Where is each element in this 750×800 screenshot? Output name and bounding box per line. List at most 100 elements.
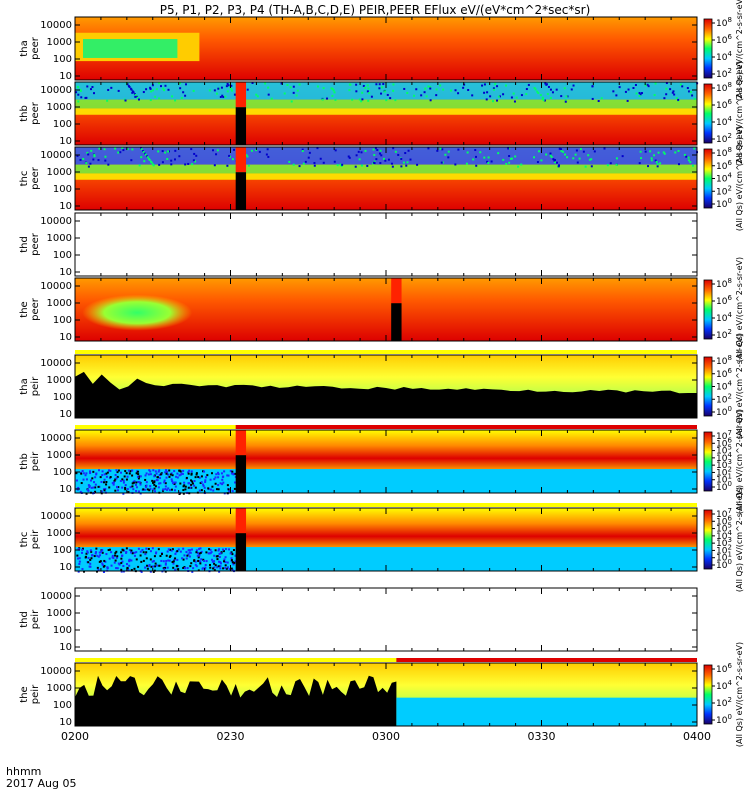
heatmap-speckle: [174, 489, 177, 492]
y-tick-label: 100: [53, 700, 72, 711]
heatmap-speckle: [115, 550, 118, 553]
heatmap-speckle: [219, 552, 222, 555]
colorbar-tick-label: 106: [716, 159, 732, 172]
heatmap-speckle: [546, 93, 549, 96]
panel-label-probe: thc: [19, 532, 30, 548]
heatmap-speckle: [219, 565, 222, 568]
heatmap-speckle: [187, 162, 190, 165]
heatmap-speckle: [126, 83, 129, 86]
heatmap-speckle: [187, 486, 190, 489]
heatmap-speckle: [140, 148, 143, 151]
colorbar-units: (All Qs) eV/(cm^2-s-sr-eV): [735, 642, 744, 747]
heatmap-speckle: [83, 570, 86, 573]
heatmap-speckle: [373, 160, 376, 163]
heatmap-speckle: [152, 560, 155, 563]
panel-label-probe: tha: [19, 378, 30, 394]
heatmap-speckle: [96, 570, 99, 573]
panel-frame: [74, 587, 698, 652]
heatmap-speckle: [691, 164, 694, 167]
heatmap-speckle: [98, 469, 101, 472]
heatmap-speckle: [190, 548, 193, 551]
heatmap-speckle: [215, 488, 218, 491]
heatmap-speckle: [100, 480, 103, 483]
heatmap-speckle: [135, 489, 138, 492]
time-axis-label: hhmm: [6, 765, 41, 778]
heatmap-speckle: [221, 548, 224, 551]
heatmap-speckle: [316, 85, 319, 88]
heatmap-speckle: [145, 485, 148, 488]
heatmap-speckle: [384, 90, 387, 93]
heatmap-speckle: [107, 88, 110, 91]
heatmap-speckle: [169, 473, 172, 476]
heatmap-speckle: [124, 486, 127, 489]
heatmap-speckle: [457, 92, 460, 95]
heatmap-speckle: [440, 161, 443, 164]
heatmap-speckle: [183, 484, 186, 487]
heatmap-speckle: [204, 566, 207, 569]
heatmap-speckle: [168, 475, 171, 478]
heatmap-speckle: [128, 564, 131, 567]
heatmap-speckle: [202, 567, 205, 570]
heatmap-speckle: [140, 560, 143, 563]
heatmap-speckle: [153, 565, 156, 568]
heatmap-speckle: [490, 160, 493, 163]
heatmap-speckle: [609, 162, 612, 165]
heatmap-speckle: [576, 161, 579, 164]
heatmap-speckle: [348, 89, 351, 92]
heatmap-speckle: [195, 473, 198, 476]
heatmap-speckle: [255, 93, 258, 96]
heatmap-speckle: [366, 90, 369, 93]
heatmap-speckle: [130, 559, 133, 562]
heatmap-speckle: [572, 157, 575, 160]
heatmap-speckle: [198, 552, 201, 555]
status-bar: [75, 503, 697, 507]
heatmap-speckle: [109, 469, 112, 472]
heatmap-speckle: [135, 551, 138, 554]
heatmap-speckle: [93, 153, 96, 156]
heatmap-speckle: [537, 91, 540, 94]
y-tick-label: 10: [59, 562, 72, 573]
y-tick-label: 10000: [40, 20, 72, 31]
heatmap-speckle: [135, 472, 138, 475]
heatmap-speckle: [204, 476, 207, 479]
heatmap-speckle: [358, 98, 361, 101]
heatmap-speckle: [160, 559, 163, 562]
heatmap-speckle: [137, 480, 140, 483]
heatmap-speckle: [77, 93, 80, 96]
heatmap-speckle: [89, 558, 92, 561]
panel-label-probe: thb: [19, 453, 30, 470]
heatmap-speckle: [167, 548, 170, 551]
y-tick-label: 10000: [40, 150, 72, 161]
heatmap-speckle: [164, 566, 167, 569]
heatmap-speckle: [82, 158, 85, 161]
heatmap-speckle: [466, 151, 469, 154]
heatmap-speckle: [144, 478, 147, 481]
heatmap-speckle: [138, 481, 141, 484]
heatmap-speckle: [177, 548, 180, 551]
heatmap-speckle: [638, 95, 641, 98]
heatmap-speckle: [171, 482, 174, 485]
panel-label: thc peir: [19, 529, 41, 549]
heatmap-speckle: [134, 95, 137, 98]
heatmap-speckle: [302, 162, 305, 165]
heatmap-speckle: [115, 567, 118, 570]
heatmap-speckle: [504, 84, 507, 87]
heatmap-speckle: [579, 148, 582, 151]
heatmap-speckle: [153, 555, 156, 558]
heatmap-speckle: [429, 86, 432, 89]
heatmap-speckle: [131, 91, 134, 94]
heatmap-speckle: [447, 150, 450, 153]
heatmap-speckle: [154, 95, 157, 98]
panel-label: tha peir: [19, 376, 41, 396]
heatmap-speckle: [219, 561, 222, 564]
heatmap-speckle: [152, 164, 155, 167]
heatmap-speckle: [157, 548, 160, 551]
heatmap-speckle: [167, 88, 170, 91]
heatmap-speckle: [220, 86, 223, 89]
heatmap-speckle: [173, 483, 176, 486]
y-tick-label: 10: [59, 267, 72, 278]
y-tick-label: 10: [59, 136, 72, 147]
heatmap-speckle: [392, 83, 395, 86]
heatmap-speckle: [155, 478, 158, 481]
